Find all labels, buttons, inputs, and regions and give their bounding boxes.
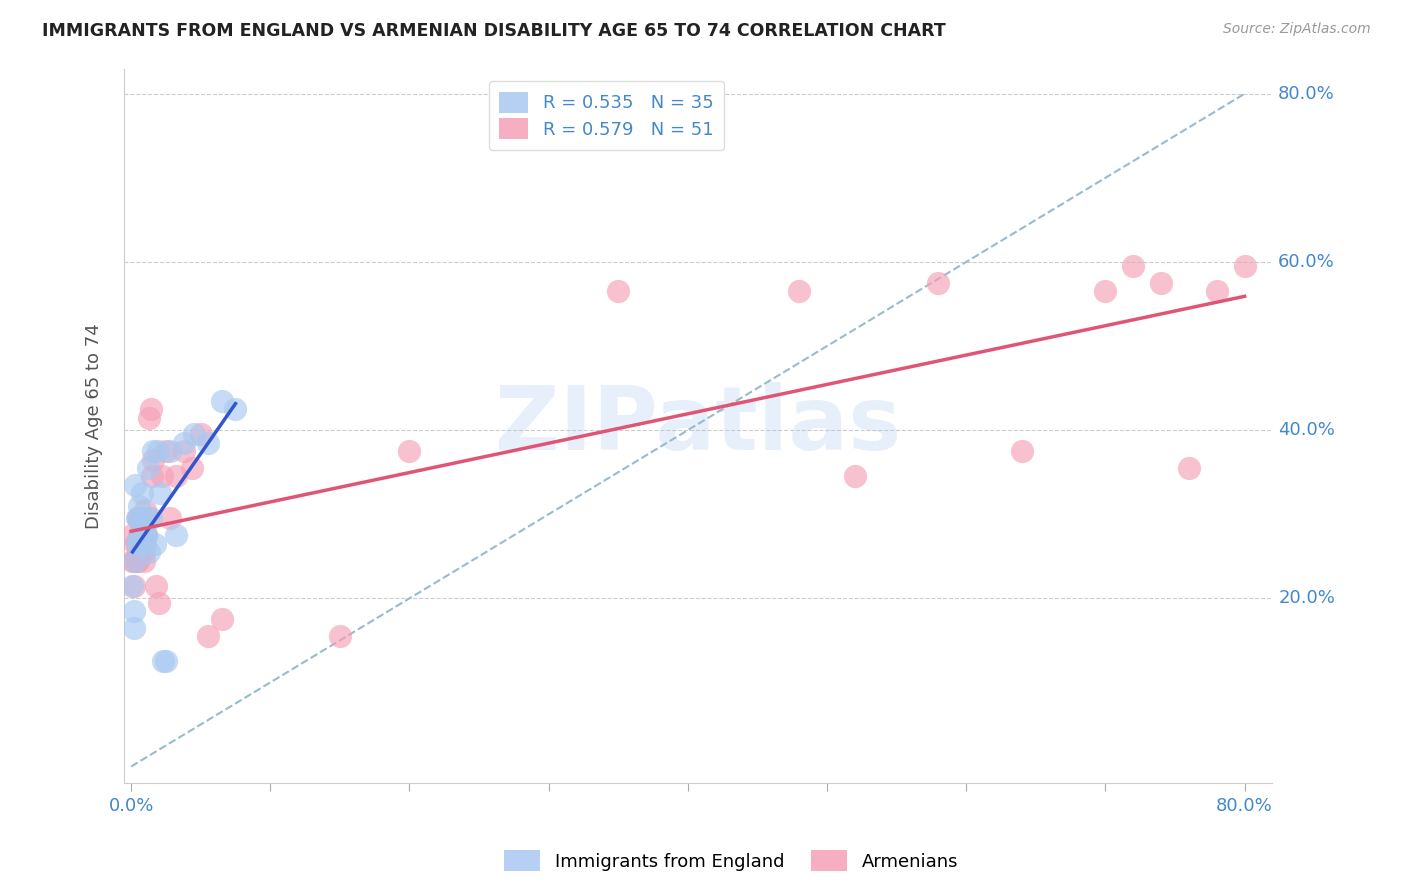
Point [125, 511, 148, 525]
Point [173, 435, 195, 450]
Point [150, 469, 173, 483]
Point [142, 444, 165, 458]
Point [211, 612, 233, 626]
Point [132, 545, 155, 559]
Point [121, 579, 143, 593]
Point [131, 486, 153, 500]
Point [149, 486, 172, 500]
Text: Source: ZipAtlas.com: Source: ZipAtlas.com [1223, 22, 1371, 37]
Point [143, 537, 166, 551]
Text: 80.0%: 80.0% [1278, 85, 1334, 103]
Point [142, 452, 165, 467]
Point [129, 528, 152, 542]
Point [124, 478, 146, 492]
Point [190, 427, 212, 442]
Point [173, 444, 195, 458]
Point [122, 604, 145, 618]
Text: 60.0%: 60.0% [1278, 253, 1334, 271]
Point [124, 553, 146, 567]
Point [1122, 259, 1144, 273]
Point [197, 435, 219, 450]
Point [136, 511, 159, 525]
Point [136, 461, 159, 475]
Point [125, 537, 148, 551]
Point [131, 537, 153, 551]
Point [138, 410, 160, 425]
Point [329, 629, 352, 643]
Point [129, 537, 152, 551]
Point [128, 528, 150, 542]
Point [132, 553, 155, 567]
Point [121, 528, 143, 542]
Point [1233, 259, 1256, 273]
Point [224, 402, 246, 417]
Point [131, 537, 153, 551]
Point [129, 511, 152, 525]
Point [134, 528, 156, 542]
Point [131, 520, 153, 534]
Point [124, 553, 146, 567]
Point [159, 511, 181, 525]
Legend: Immigrants from England, Armenians: Immigrants from England, Armenians [496, 843, 966, 879]
Point [129, 545, 152, 559]
Point [138, 545, 160, 559]
Point [211, 393, 233, 408]
Point [128, 533, 150, 547]
Point [127, 511, 149, 525]
Point [125, 537, 148, 551]
Point [165, 528, 187, 542]
Point [127, 511, 149, 525]
Point [927, 276, 949, 290]
Legend: R = 0.535   N = 35, R = 0.579   N = 51: R = 0.535 N = 35, R = 0.579 N = 51 [488, 81, 724, 150]
Point [1011, 444, 1033, 458]
Point [128, 511, 150, 525]
Point [132, 520, 155, 534]
Point [146, 444, 169, 458]
Point [124, 537, 146, 551]
Point [152, 655, 174, 669]
Point [165, 469, 187, 483]
Point [155, 444, 177, 458]
Point [148, 596, 170, 610]
Point [129, 545, 152, 559]
Y-axis label: Disability Age 65 to 74: Disability Age 65 to 74 [86, 323, 103, 529]
Text: 20.0%: 20.0% [1278, 590, 1336, 607]
Point [134, 511, 156, 525]
Point [1094, 285, 1116, 299]
Point [134, 503, 156, 517]
Point [181, 461, 204, 475]
Point [1178, 461, 1201, 475]
Point [139, 511, 162, 525]
Point [607, 285, 630, 299]
Point [135, 528, 157, 542]
Point [787, 285, 810, 299]
Text: 40.0%: 40.0% [1278, 421, 1336, 439]
Point [844, 469, 866, 483]
Point [134, 537, 156, 551]
Point [125, 553, 148, 567]
Point [183, 427, 205, 442]
Point [1205, 285, 1227, 299]
Point [197, 629, 219, 643]
Text: ZIPatlas: ZIPatlas [495, 383, 901, 469]
Point [145, 579, 167, 593]
Point [141, 469, 163, 483]
Point [398, 444, 420, 458]
Point [1150, 276, 1173, 290]
Point [122, 553, 145, 567]
Point [127, 553, 149, 567]
Point [155, 655, 177, 669]
Point [159, 444, 181, 458]
Point [135, 528, 157, 542]
Point [121, 553, 143, 567]
Text: IMMIGRANTS FROM ENGLAND VS ARMENIAN DISABILITY AGE 65 TO 74 CORRELATION CHART: IMMIGRANTS FROM ENGLAND VS ARMENIAN DISA… [42, 22, 946, 40]
Point [139, 402, 162, 417]
Point [127, 533, 149, 547]
Point [122, 579, 145, 593]
Point [128, 499, 150, 513]
Point [122, 621, 145, 635]
